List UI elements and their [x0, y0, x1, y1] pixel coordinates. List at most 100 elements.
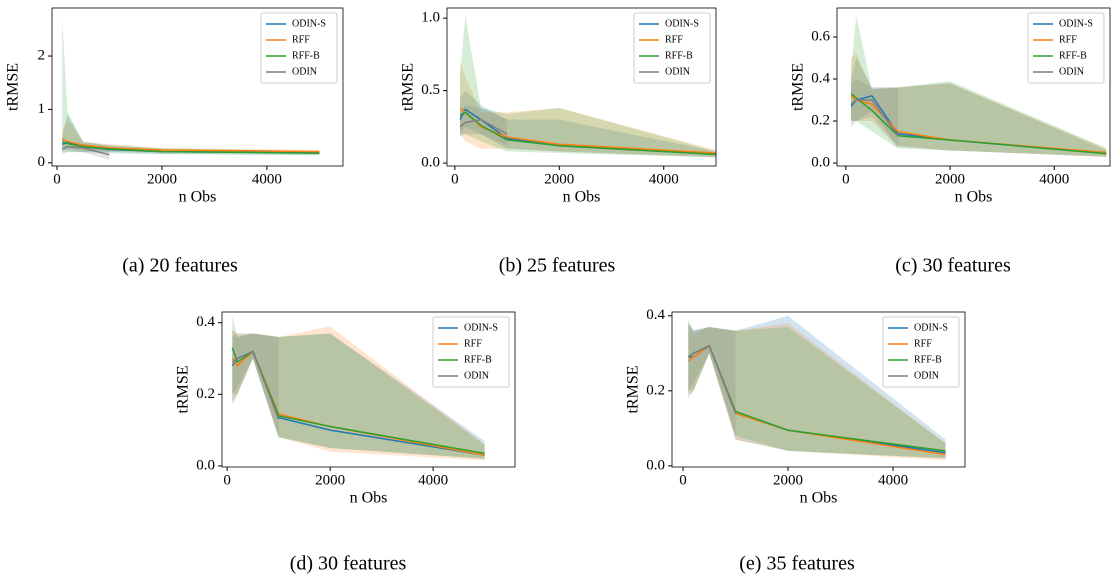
legend: ODIN-S RFF RFF-B ODIN	[432, 316, 510, 388]
confidence-band	[232, 329, 279, 438]
plot-area	[850, 15, 1107, 157]
legend: ODIN-S RFF RFF-B ODIN	[1027, 12, 1105, 84]
plot-area	[231, 315, 485, 461]
series-line	[459, 111, 716, 156]
caption: (e) 35 features	[739, 553, 855, 575]
legend-label: RFF-B	[292, 50, 320, 61]
confidence-band	[232, 315, 485, 459]
x-tick-label: 2000	[544, 171, 574, 187]
x-tick-label: 2000	[147, 171, 177, 187]
plot-area	[459, 15, 716, 158]
legend-label: ODIN	[665, 66, 690, 77]
legend: ODIN-S RFF RFF-B ODIN	[882, 316, 960, 388]
axes-frame	[446, 7, 717, 167]
series-line	[61, 138, 320, 153]
confidence-band	[232, 333, 485, 459]
x-tick-label: 4000	[1039, 171, 1069, 187]
legend-box	[633, 12, 711, 84]
caption: (b) 25 features	[499, 255, 616, 277]
plot-area	[61, 18, 320, 161]
x-tick-label: 0	[53, 171, 61, 187]
confidence-band	[460, 105, 508, 146]
x-tick-label: 0	[223, 472, 231, 488]
confidence-band	[460, 61, 716, 158]
legend-label: RFF-B	[1059, 50, 1087, 61]
legend-label: RFF-B	[914, 354, 942, 365]
x-tick-label: 0	[451, 171, 459, 187]
x-axis-label: n Obs	[563, 189, 601, 206]
axes-frame	[51, 7, 344, 167]
legend-label: ODIN	[292, 66, 317, 77]
x-tick-label: 0	[679, 472, 687, 488]
y-axis-label: tRMSE	[175, 365, 192, 413]
y-tick-label: 0.4	[196, 314, 215, 330]
y-tick-label: 0.0	[421, 155, 440, 171]
chart-panel: 0 2000 4000 0.0 0.2 0.4 n Obs tRMSE (d) 30 featu…	[175, 311, 516, 575]
legend-label: RFF	[1059, 34, 1077, 45]
x-axis-label: n Obs	[350, 490, 388, 507]
y-axis-label: tRMSE	[625, 365, 642, 413]
y-axis-label: tRMSE	[790, 63, 807, 111]
legend-label: RFF	[464, 338, 482, 349]
y-tick-label: 0.0	[811, 154, 830, 170]
legend-box	[882, 316, 960, 388]
x-tick-label: 4000	[878, 472, 908, 488]
legend-box	[432, 316, 510, 388]
legend-label: ODIN-S	[665, 18, 699, 29]
series-line	[231, 350, 280, 420]
caption: (d) 30 features	[290, 553, 407, 575]
y-tick-label: 1.0	[421, 10, 440, 26]
x-tick-label: 4000	[252, 171, 282, 187]
caption: (a) 20 features	[122, 255, 238, 277]
legend: ODIN-S RFF RFF-B ODIN	[633, 12, 711, 84]
y-tick-label: 1	[38, 101, 46, 117]
series-line	[61, 146, 110, 156]
y-tick-label: 0.0	[196, 457, 215, 473]
confidence-band	[688, 323, 946, 461]
confidence-band	[688, 323, 736, 436]
legend-label: RFF	[292, 34, 310, 45]
x-axis-label: n Obs	[179, 189, 217, 206]
series-line	[850, 93, 1107, 155]
legend-label: ODIN-S	[1059, 18, 1093, 29]
chart-panel: 0 2000 4000 0.0 0.2 0.4 n Obs tRMSE (e) 35 featu…	[625, 307, 966, 575]
y-axis-label: tRMSE	[400, 63, 417, 111]
x-axis-label: n Obs	[800, 490, 838, 507]
confidence-band	[460, 15, 716, 158]
x-tick-label: 2000	[935, 171, 965, 187]
y-tick-label: 0.6	[811, 28, 830, 44]
legend-label: ODIN	[1059, 66, 1084, 77]
legend-label: ODIN-S	[914, 322, 948, 333]
series-line	[850, 99, 899, 137]
series-line	[61, 140, 320, 154]
chart-panel: 0 2000 4000 0 1 2 n Obs tRMSE (a) 20 features ODI…	[5, 7, 344, 277]
legend-label: RFF	[914, 338, 932, 349]
y-axis-label: tRMSE	[5, 63, 22, 111]
y-tick-label: 0.2	[196, 386, 215, 402]
legend-label: RFF	[665, 34, 683, 45]
legend-box	[1027, 12, 1105, 84]
legend: ODIN-S RFF RFF-B ODIN	[260, 12, 338, 84]
axes-frame	[221, 311, 516, 468]
y-tick-label: 0.2	[811, 112, 830, 128]
plot-area	[687, 315, 946, 461]
legend-label: ODIN-S	[464, 322, 498, 333]
y-tick-label: 0	[38, 154, 46, 170]
legend-label: RFF-B	[665, 50, 693, 61]
x-tick-label: 2000	[315, 472, 345, 488]
caption: (c) 30 features	[895, 255, 1011, 277]
y-tick-label: 0.0	[646, 457, 665, 473]
confidence-band	[688, 315, 946, 459]
legend-label: ODIN	[914, 370, 939, 381]
confidence-band	[851, 15, 1107, 157]
axes-frame	[671, 311, 966, 468]
series-line	[687, 344, 737, 414]
confidence-band	[62, 120, 320, 154]
x-tick-label: 4000	[649, 171, 679, 187]
confidence-band	[851, 53, 1107, 157]
legend-box	[260, 12, 338, 84]
legend-label: RFF-B	[464, 354, 492, 365]
chart-panel: 0 2000 4000 0.0 0.5 1.0 n Obs tRMSE (b) 25 featu…	[400, 7, 717, 277]
y-tick-label: 0.2	[646, 382, 665, 398]
